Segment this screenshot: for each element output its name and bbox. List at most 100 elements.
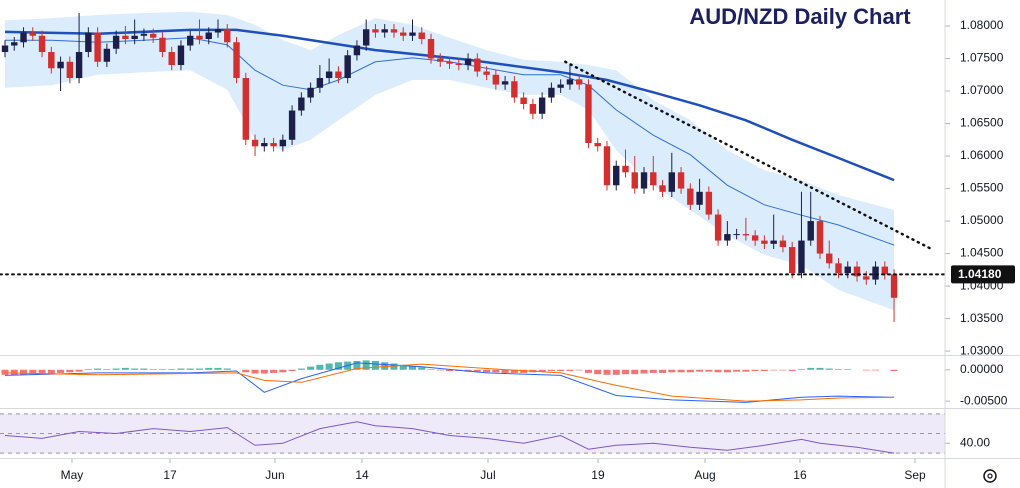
y-tick-label: 1.04500: [960, 246, 1004, 260]
macd-histogram-bar: [501, 369, 509, 373]
y-tick-label: 1.08000: [960, 18, 1004, 32]
macd-histogram-bar: [223, 368, 231, 370]
candle-body: [57, 61, 64, 69]
macd-histogram-bar: [890, 369, 898, 372]
macd-histogram-bar: [362, 360, 370, 370]
candle-body: [94, 32, 101, 62]
candle-body: [390, 29, 398, 33]
candle-body: [548, 87, 555, 98]
plot-layer: [0, 11, 950, 454]
macd-histogram-bar: [260, 369, 268, 374]
candle-body: [131, 35, 138, 40]
y-tick-label: 1.04000: [960, 278, 1004, 292]
macd-histogram-bar: [807, 367, 815, 370]
candle-body: [427, 39, 435, 59]
macd-histogram-bar: [316, 364, 324, 370]
macd-histogram-bar: [825, 368, 833, 370]
settings-icon[interactable]: [983, 469, 997, 483]
candle-body: [251, 139, 259, 147]
candle-body: [881, 266, 889, 275]
macd-histogram-bar: [742, 369, 750, 372]
candle-body: [261, 143, 268, 147]
candle-body: [224, 29, 231, 43]
candle-body: [501, 81, 509, 85]
y-tick-label: 1.07000: [960, 83, 1004, 97]
candle-body: [751, 235, 759, 241]
candle-body: [140, 33, 148, 36]
macd-line: [4, 362, 895, 403]
macd-histogram-bar: [816, 367, 824, 370]
macd-histogram-bar: [205, 367, 213, 370]
macd-histogram-bar: [788, 369, 796, 372]
macd-histogram-bar: [557, 369, 565, 372]
candle-body: [779, 240, 787, 248]
macd-histogram-bar: [149, 369, 157, 370]
macd-histogram-bar: [214, 367, 222, 370]
gear-hub[interactable]: [987, 473, 993, 479]
macd-histogram-bar: [770, 369, 778, 371]
candle-body: [826, 253, 833, 264]
y-tick-label: 1.07500: [960, 51, 1004, 65]
macd-histogram-bar: [844, 369, 852, 370]
candle-body: [38, 35, 46, 53]
macd-histogram-bar: [668, 369, 676, 373]
x-tick-label: 16: [793, 468, 807, 482]
gear-ring[interactable]: [983, 469, 997, 483]
macd-histogram-bar: [584, 369, 592, 373]
candle-body: [325, 71, 333, 79]
candle-body: [20, 32, 27, 43]
candle-body: [344, 55, 351, 79]
macd-histogram-bar: [29, 369, 37, 375]
macd-histogram-bar: [325, 363, 333, 370]
candle-body: [362, 29, 370, 46]
candle-body: [844, 266, 851, 274]
macd-histogram-bar: [66, 369, 74, 373]
candle-body: [585, 84, 592, 144]
macd-histogram-bar: [621, 369, 629, 375]
macd-histogram-bar: [353, 361, 361, 370]
macd-histogram-bar: [270, 369, 278, 373]
macd-histogram-bar: [446, 369, 454, 372]
macd-histogram-bar: [872, 369, 880, 371]
x-tick-label: 17: [163, 468, 177, 482]
y-tick-label: 1.06500: [960, 116, 1004, 130]
macd-histogram-bar: [640, 369, 648, 374]
x-tick-label: Jun: [265, 468, 284, 482]
candle-body: [122, 35, 129, 40]
candle-body: [437, 58, 444, 62]
candle-body: [622, 165, 629, 173]
candle-body: [640, 172, 648, 189]
candle-body: [418, 32, 425, 40]
x-tick-label: Aug: [694, 468, 715, 482]
candle-body: [372, 29, 379, 33]
macd-histogram-bar: [686, 369, 694, 373]
y-tick-label: 1.03000: [960, 343, 1004, 357]
candle-body: [66, 61, 74, 79]
macd-line: [4, 363, 895, 402]
macd-histogram-bar: [399, 364, 407, 370]
macd-histogram-bar: [834, 369, 842, 370]
candle-body: [29, 32, 36, 36]
macd-histogram-bar: [1, 369, 9, 375]
candle-body: [631, 172, 638, 189]
macd-histogram-bar: [57, 369, 65, 373]
y-tick-label: 40.00: [960, 435, 990, 449]
macd-histogram-bar: [103, 369, 111, 370]
macd-histogram-bar: [195, 368, 203, 370]
candle-body: [872, 266, 879, 280]
candle-body: [538, 97, 546, 114]
macd-histogram-bar: [334, 362, 342, 370]
macd-histogram-bar: [242, 369, 250, 373]
macd-histogram-bar: [473, 369, 481, 372]
candle-body: [187, 35, 194, 46]
y-tick-label: -0.00500: [960, 393, 1008, 407]
candle-body: [279, 139, 287, 147]
candle-body: [298, 97, 305, 111]
y-tick-label: 0.00000: [960, 362, 1004, 376]
macd-histogram-bar: [20, 369, 28, 375]
candle-body: [853, 266, 861, 277]
candle-body: [103, 48, 111, 62]
candle-body: [288, 110, 296, 140]
candle-body: [835, 263, 842, 274]
